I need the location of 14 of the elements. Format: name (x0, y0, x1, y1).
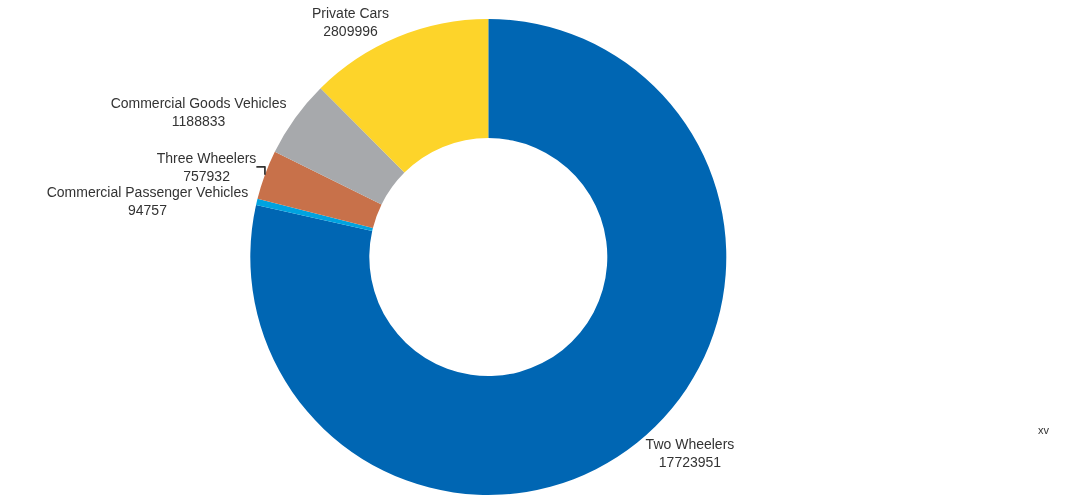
text: xv (1038, 424, 1050, 436)
slice-label: Commercial Passenger Vehicles (46, 183, 249, 200)
data-label: 757932 (183, 167, 231, 184)
donut-slice (320, 19, 489, 173)
slice-label: Three Wheelers (156, 149, 257, 166)
data-label: 94757 (127, 202, 168, 219)
data-label: 17723951 (658, 454, 722, 471)
slice-label: Two Wheelers (645, 436, 735, 453)
data-label: 2809996 (323, 23, 378, 40)
donut-slice (257, 151, 382, 228)
slice-label: Private Cars (312, 5, 390, 22)
donut-slice (256, 198, 373, 231)
slice-label: Commercial Goods Vehicles (110, 95, 287, 112)
data-label: 1188833 (171, 113, 226, 130)
